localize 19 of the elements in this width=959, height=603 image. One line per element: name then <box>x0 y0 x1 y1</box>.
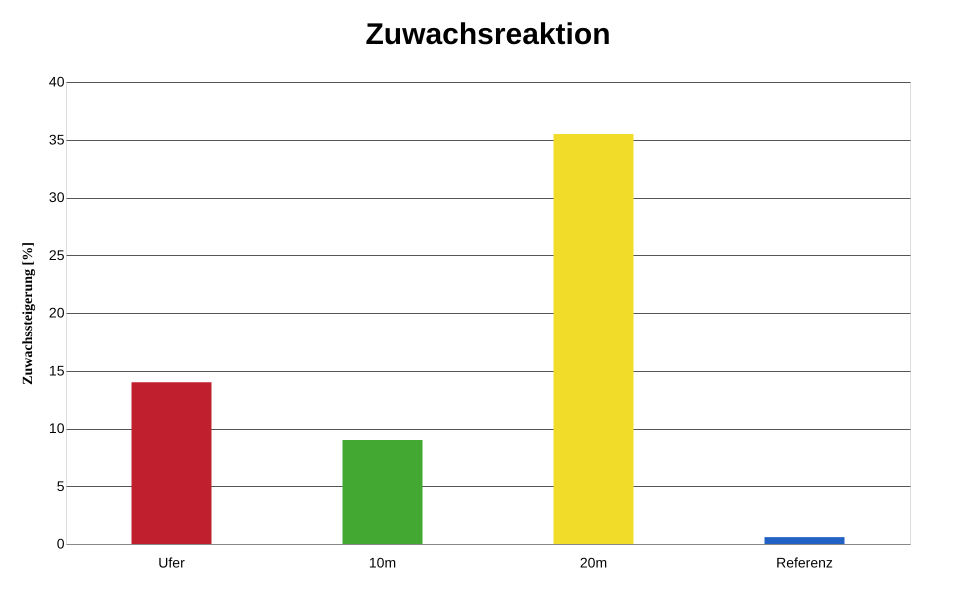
y-tick-label: 25 <box>48 246 65 263</box>
y-tick-label: 20 <box>48 304 65 320</box>
chart-title: Zuwachsreaktion <box>365 18 611 51</box>
y-tick-label: 15 <box>48 362 65 378</box>
y-tick-label: 10 <box>48 420 65 436</box>
bar <box>342 440 422 544</box>
y-tick-label: 40 <box>48 74 65 90</box>
x-tick-label: Ufer <box>158 554 186 570</box>
bar <box>132 382 212 544</box>
y-axis-title: Zuwachssteigerung [%] <box>20 242 36 385</box>
x-tick-label: 10m <box>368 554 396 570</box>
y-tick-label: 0 <box>56 536 65 552</box>
x-tick-label: 20m <box>580 554 608 570</box>
y-tick-label: 30 <box>48 189 65 205</box>
y-tick-label: 35 <box>48 131 65 148</box>
bar <box>764 537 844 544</box>
x-tick-label: Referenz <box>776 554 833 570</box>
bar <box>554 134 634 544</box>
y-tick-label: 5 <box>56 478 65 494</box>
